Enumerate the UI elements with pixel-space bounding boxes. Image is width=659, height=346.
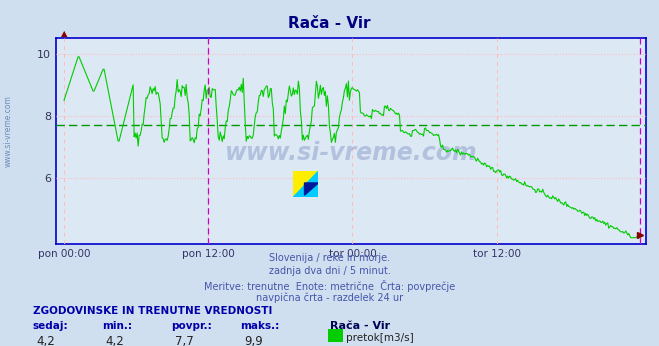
Text: sedaj:: sedaj: (33, 321, 69, 331)
Text: www.si-vreme.com: www.si-vreme.com (225, 142, 477, 165)
Polygon shape (293, 171, 318, 197)
Text: Rača - Vir: Rača - Vir (288, 16, 371, 30)
Text: 7,7: 7,7 (175, 335, 193, 346)
Text: navpična črta - razdelek 24 ur: navpična črta - razdelek 24 ur (256, 293, 403, 303)
Text: ZGODOVINSKE IN TRENUTNE VREDNOSTI: ZGODOVINSKE IN TRENUTNE VREDNOSTI (33, 306, 272, 316)
Text: povpr.:: povpr.: (171, 321, 212, 331)
Text: 4,2: 4,2 (36, 335, 55, 346)
Text: min.:: min.: (102, 321, 132, 331)
Text: Rača - Vir: Rača - Vir (330, 321, 389, 331)
Text: www.si-vreme.com: www.si-vreme.com (3, 95, 13, 167)
Text: Meritve: trenutne  Enote: metrične  Črta: povprečje: Meritve: trenutne Enote: metrične Črta: … (204, 280, 455, 292)
Text: zadnja dva dni / 5 minut.: zadnja dva dni / 5 minut. (269, 266, 390, 276)
Polygon shape (293, 171, 318, 197)
Text: ▲: ▲ (61, 29, 67, 38)
Text: pretok[m3/s]: pretok[m3/s] (346, 333, 414, 343)
Text: Slovenija / reke in morje.: Slovenija / reke in morje. (269, 253, 390, 263)
Polygon shape (304, 183, 318, 195)
Text: 9,9: 9,9 (244, 335, 262, 346)
Text: 4,2: 4,2 (105, 335, 124, 346)
Text: maks.:: maks.: (241, 321, 280, 331)
